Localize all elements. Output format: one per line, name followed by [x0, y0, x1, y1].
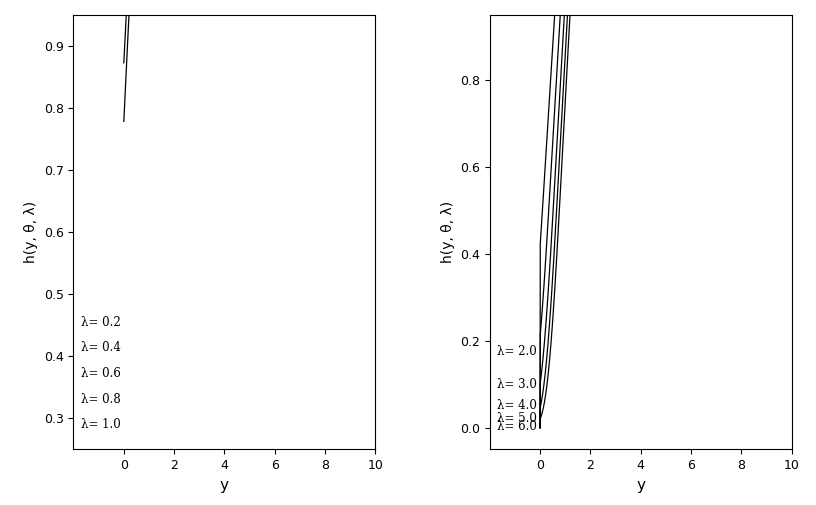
- Y-axis label: h(y, θ, λ): h(y, θ, λ): [441, 201, 455, 264]
- X-axis label: y: y: [220, 478, 228, 493]
- Text: λ= 0.8: λ= 0.8: [81, 393, 121, 407]
- Text: λ= 0.4: λ= 0.4: [81, 340, 121, 353]
- Y-axis label: h(y, θ, λ): h(y, θ, λ): [24, 201, 38, 264]
- X-axis label: y: y: [636, 478, 645, 493]
- Text: λ= 2.0: λ= 2.0: [497, 345, 537, 358]
- Text: λ= 0.2: λ= 0.2: [81, 316, 121, 329]
- Text: λ= 0.6: λ= 0.6: [81, 367, 121, 380]
- Text: λ= 1.0: λ= 1.0: [81, 418, 121, 431]
- Text: λ= 5.0: λ= 5.0: [497, 412, 537, 425]
- Text: λ= 3.0: λ= 3.0: [497, 378, 537, 391]
- Text: λ= 6.0: λ= 6.0: [497, 420, 537, 433]
- Text: λ= 4.0: λ= 4.0: [497, 398, 537, 412]
